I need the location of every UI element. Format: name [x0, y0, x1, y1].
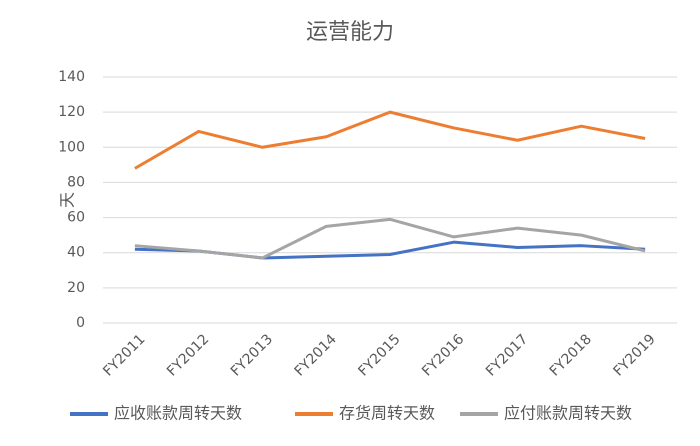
- y-tick-label: 120: [58, 104, 85, 120]
- x-tick-label: FY2019: [611, 331, 659, 379]
- x-tick-label: FY2014: [292, 331, 340, 379]
- legend-label: 应收账款周转天数: [114, 404, 242, 423]
- x-tick-label: FY2012: [164, 331, 212, 379]
- x-tick-label: FY2017: [483, 331, 531, 379]
- legend-label: 存货周转天数: [339, 404, 435, 423]
- x-tick-label: FY2011: [100, 331, 148, 379]
- y-tick-label: 0: [76, 315, 85, 331]
- y-tick-label: 60: [67, 210, 85, 226]
- y-tick-label: 20: [67, 280, 85, 296]
- chart-title: 运营能力: [306, 20, 394, 45]
- legend-label: 应付账款周转天数: [504, 404, 632, 423]
- y-tick-label: 80: [67, 174, 85, 190]
- x-tick-label: FY2016: [419, 331, 467, 379]
- line-series: [134, 110, 646, 170]
- y-tick-label: 100: [58, 139, 85, 155]
- y-axis-label: 天: [58, 192, 77, 208]
- line-series: [134, 217, 646, 260]
- y-tick-label: 140: [58, 69, 85, 85]
- y-tick-label: 40: [67, 245, 85, 261]
- x-tick-label: FY2018: [547, 331, 595, 379]
- x-tick-label: FY2015: [355, 331, 403, 379]
- line-series: [134, 240, 646, 260]
- x-tick-label: FY2013: [228, 331, 276, 379]
